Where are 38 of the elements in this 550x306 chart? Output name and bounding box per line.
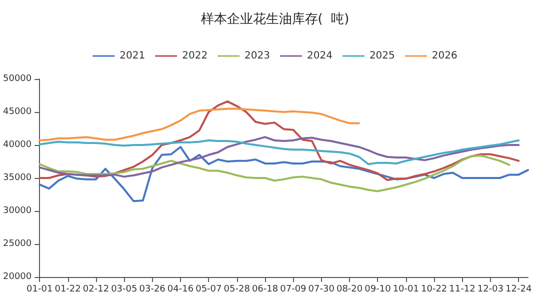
x-tick-label: 10-01 (392, 284, 419, 294)
legend-label: 2022 (182, 50, 208, 62)
x-tick-label: 12-03 (477, 284, 504, 294)
y-tick-label: 45000 (2, 107, 32, 117)
x-tick-label: 06-18 (252, 284, 278, 294)
y-tick-label: 20000 (2, 272, 32, 282)
line-series (38, 108, 360, 142)
x-tick-label: 01-01 (26, 284, 53, 294)
x-tick-label: 05-07 (196, 284, 222, 294)
y-tick-label: 40000 (2, 140, 32, 150)
x-tick-label: 11-12 (449, 284, 476, 294)
y-tick-label: 35000 (2, 173, 32, 183)
legend-label: 2026 (432, 50, 458, 62)
y-tick-label: 25000 (2, 239, 32, 249)
x-tick-label: 12-24 (506, 284, 532, 294)
line-series (38, 154, 510, 192)
y-tick-label: 50000 (2, 74, 32, 84)
y-tick-label: 30000 (2, 206, 32, 216)
x-tick-label: 03-05 (111, 284, 138, 294)
line-series (38, 139, 520, 166)
legend-label: 2024 (307, 50, 332, 62)
line-series (38, 136, 520, 178)
x-tick-label: 04-16 (167, 284, 194, 294)
chart-title: 样本企业花生油库存( 吨) (200, 12, 350, 27)
x-tick-label: 05-28 (224, 284, 250, 294)
line-series (38, 100, 520, 181)
x-tick-label: 07-09 (280, 284, 307, 294)
x-tick-label: 03-26 (139, 284, 166, 294)
x-tick-label: 07-30 (308, 284, 335, 294)
x-tick-label: 02-12 (82, 284, 110, 294)
x-tick-label: 08-20 (336, 284, 363, 294)
x-tick-label: 09-10 (364, 284, 392, 294)
x-tick-label: 01-22 (54, 284, 81, 294)
legend-label: 2021 (120, 50, 146, 62)
line-series (38, 146, 529, 202)
x-tick-label: 10-22 (421, 284, 448, 294)
legend-label: 2023 (244, 50, 270, 62)
legend-label: 2025 (369, 50, 395, 62)
